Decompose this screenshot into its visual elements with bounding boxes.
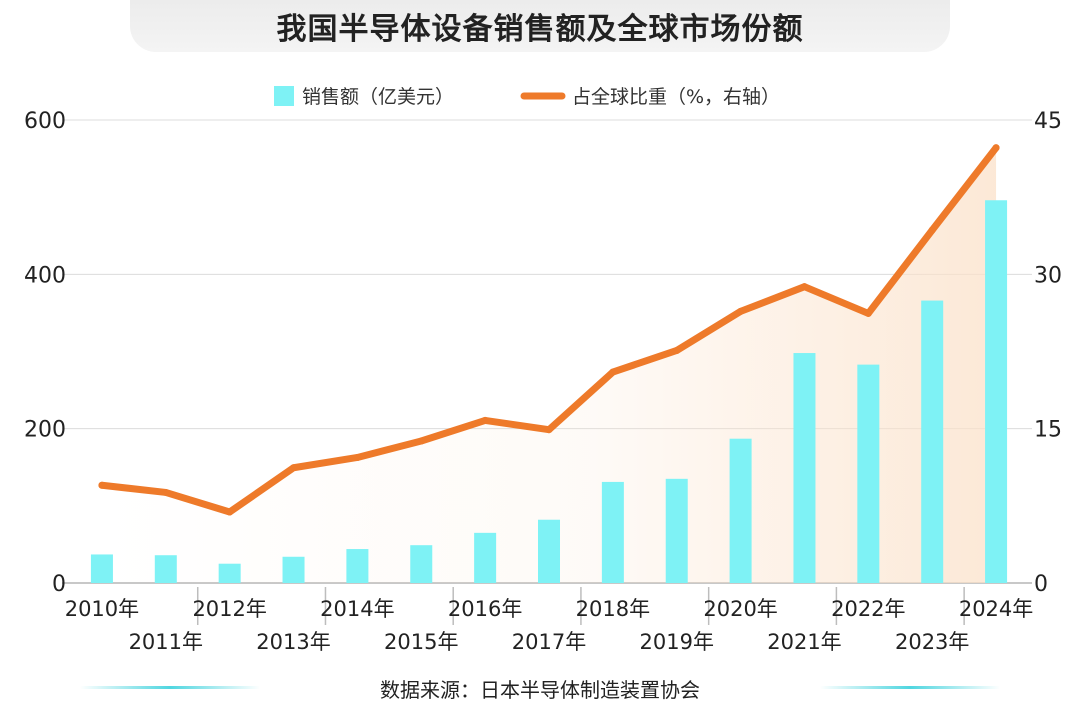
bar-2021年 [793, 353, 816, 583]
x-tick-label: 2022年 [831, 597, 905, 621]
bar-2010年 [90, 554, 113, 583]
bars-layer [90, 200, 1008, 583]
y-left-tick-label: 600 [24, 109, 66, 134]
x-tick-label: 2012年 [192, 597, 266, 621]
x-axis: 2010年 2011年 2012年 2013年 2014年 2015年 2016年 2017年… [65, 587, 1033, 654]
x-tick-label: 2015年 [384, 630, 458, 654]
share-point-2020年 [737, 307, 745, 315]
share-point-2012年 [226, 508, 234, 516]
share-point-2021年 [800, 283, 808, 291]
share-point-2011年 [162, 488, 170, 496]
decorative-line-right [820, 686, 1000, 689]
bar-2015年 [410, 545, 433, 583]
bar-2022年 [857, 364, 880, 583]
y-right-tick-label: 15 [1034, 418, 1062, 443]
decorative-line-left [80, 686, 260, 689]
y-left-tick-label: 0 [52, 572, 66, 597]
y-right-tick-label: 45 [1034, 109, 1062, 134]
legend-bar-swatch [274, 86, 294, 106]
source-note: 数据来源：日本半导体制造装置协会 [380, 678, 700, 702]
y-left-tick-label: 200 [24, 418, 66, 443]
x-tick-label: 2016年 [448, 597, 522, 621]
share-point-2010年 [98, 481, 106, 489]
share-point-2013年 [290, 464, 298, 472]
bar-2011年 [154, 555, 177, 583]
y-right-tick-label: 0 [1034, 572, 1048, 597]
share-area-shading [101, 147, 997, 583]
bar-2024年 [985, 200, 1008, 583]
share-point-2019年 [673, 346, 681, 354]
chart-title: 我国半导体设备销售额及全球市场份额 [276, 12, 804, 47]
y-left-tick-label: 400 [24, 263, 66, 288]
share-point-2014年 [353, 453, 361, 461]
title-banner [130, 0, 950, 52]
share-point-2016年 [481, 416, 489, 424]
bar-2023年 [921, 300, 944, 583]
x-tick-label: 2021年 [767, 630, 841, 654]
y-right-tick-label: 30 [1034, 263, 1062, 288]
line-layer [98, 144, 1000, 516]
legend: 销售额（亿美元） 占全球比重（%，右轴） [274, 86, 780, 108]
x-tick-label: 2011年 [129, 630, 203, 654]
x-tick-label: 2019年 [640, 630, 714, 654]
bar-2013年 [282, 556, 305, 583]
share-point-2017年 [545, 426, 553, 434]
x-tick-label: 2014年 [320, 597, 394, 621]
x-tick-label: 2020年 [703, 597, 777, 621]
share-point-2015年 [417, 437, 425, 445]
x-tick-label: 2018年 [576, 597, 650, 621]
bar-2012年 [218, 563, 241, 583]
y-axis-right: 0 15 30 45 [1034, 109, 1062, 597]
y-axis-left: 0 200 400 600 [24, 109, 66, 597]
bar-2018年 [601, 481, 624, 583]
x-tick-label: 2023年 [895, 630, 969, 654]
bar-2019年 [665, 478, 688, 583]
x-tick-label: 2024年 [959, 597, 1033, 621]
share-point-2022年 [864, 309, 872, 317]
share-point-2018年 [609, 368, 617, 376]
share-point-2024年 [992, 144, 1000, 152]
legend-line-label: 占全球比重（%，右轴） [572, 86, 780, 108]
x-tick-label: 2010年 [65, 597, 139, 621]
bar-2014年 [346, 549, 369, 583]
bar-2016年 [474, 532, 497, 583]
bar-2017年 [538, 519, 560, 583]
x-tick-label: 2017年 [512, 630, 586, 654]
legend-bar-label: 销售额（亿美元） [302, 86, 454, 108]
bar-2020年 [729, 438, 752, 583]
x-tick-label: 2013年 [256, 630, 330, 654]
share-point-2023年 [928, 226, 936, 234]
